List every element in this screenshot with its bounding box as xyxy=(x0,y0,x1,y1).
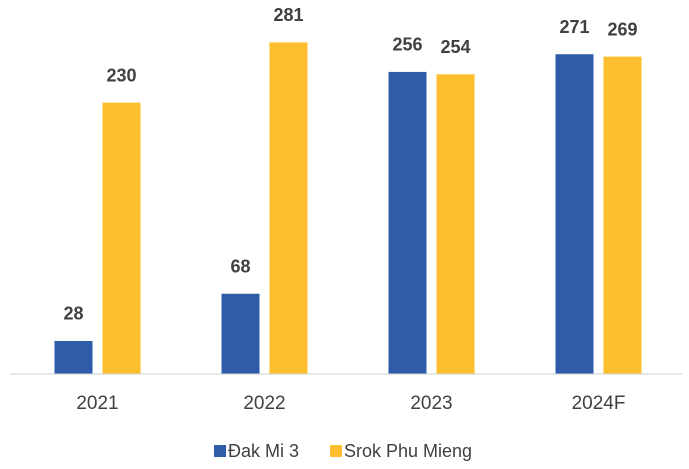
bar xyxy=(102,102,141,374)
bar xyxy=(555,54,594,374)
data-label: 230 xyxy=(106,65,136,85)
data-label: 269 xyxy=(607,19,637,39)
data-label: 68 xyxy=(230,257,250,277)
x-tick-label: 2021 xyxy=(76,393,118,414)
legend-label: Đak Mi 3 xyxy=(228,441,299,461)
bar xyxy=(436,74,475,374)
x-tick-label: 2024F xyxy=(572,393,626,414)
data-label: 254 xyxy=(440,37,470,57)
bar xyxy=(603,56,642,374)
bar xyxy=(269,42,308,375)
data-label: 281 xyxy=(273,5,303,25)
legend-swatch xyxy=(330,445,342,457)
x-tick-label: 2022 xyxy=(243,393,285,414)
bar xyxy=(388,71,427,375)
bar xyxy=(221,293,260,374)
legend-label: Srok Phu Mieng xyxy=(344,441,472,461)
data-label: 256 xyxy=(392,35,422,55)
legend-swatch xyxy=(214,445,226,457)
data-label: 271 xyxy=(559,17,589,37)
x-tick-label: 2023 xyxy=(410,393,452,414)
bar xyxy=(54,340,93,374)
data-label: 28 xyxy=(63,304,83,324)
